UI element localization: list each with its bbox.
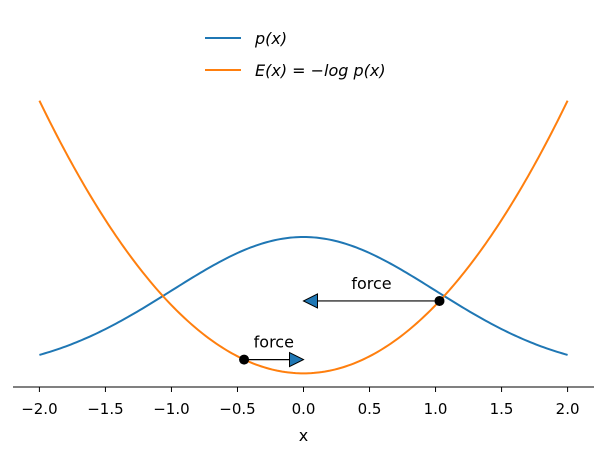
legend-label: E(x) = −log p(x): [255, 61, 386, 80]
x-tick-label: 1.5: [490, 400, 514, 418]
sample-point: [434, 295, 445, 306]
sample-point: [239, 354, 250, 365]
annotations-layer: force force: [239, 274, 445, 368]
x-axis: −2.0 −1.5 −1.0 −0.5 0.0 0.5 1.0 1.5 2.0 x: [13, 386, 594, 445]
x-tick-label: 2.0: [556, 400, 580, 418]
force-label: force: [351, 274, 391, 293]
curves-layer: [38, 100, 569, 375]
x-tick-label: 0.0: [292, 400, 316, 418]
x-tick-label: −1.5: [87, 400, 123, 418]
x-tick-label: −0.5: [219, 400, 255, 418]
x-tick-label: −2.0: [21, 400, 57, 418]
x-axis-ticks: −2.0 −1.5 −1.0 −0.5 0.0 0.5 1.0 1.5 2.0: [21, 387, 580, 418]
series-line-p-x: [39, 235, 568, 356]
x-tick-label: 1.0: [424, 400, 448, 418]
legend-label: p(x): [254, 29, 287, 48]
x-tick-label: −1.0: [153, 400, 189, 418]
force-arrow-head: [302, 293, 318, 309]
force-label: force: [254, 333, 294, 352]
x-tick-label: 0.5: [358, 400, 382, 418]
force-arrow-head: [289, 351, 305, 368]
x-axis-label: x: [299, 426, 308, 445]
legend: p(x) E(x) = −log p(x): [205, 29, 386, 80]
series-line-energy: [38, 100, 569, 375]
